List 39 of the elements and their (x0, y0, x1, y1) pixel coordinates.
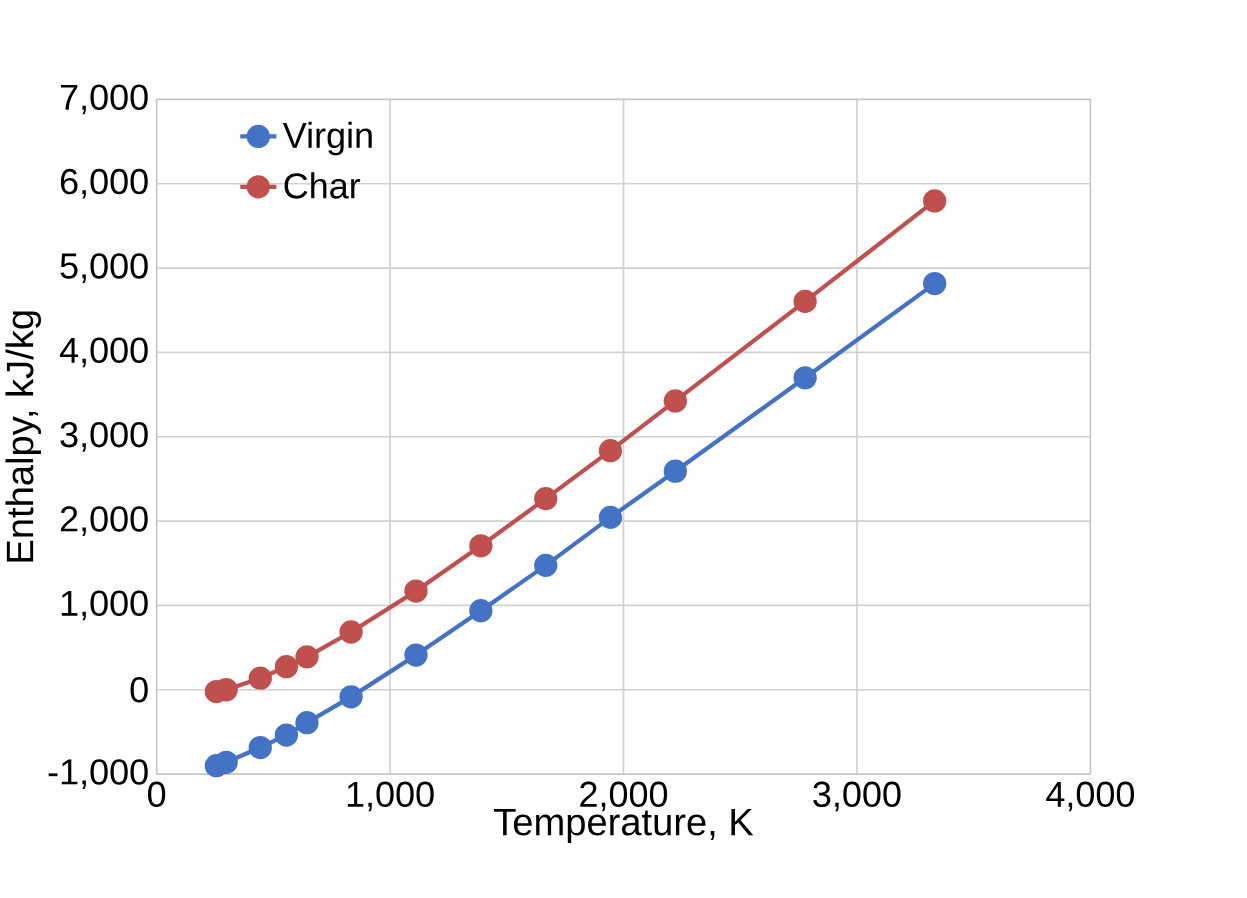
y-tick-label: 1,000 (61, 590, 148, 621)
point (793, 366, 817, 390)
point (339, 685, 363, 709)
point (534, 487, 558, 511)
y-tick-label: 6,000 (60, 169, 148, 199)
point (663, 459, 687, 484)
point (339, 620, 363, 644)
point (663, 389, 687, 413)
legend-label: Char (284, 172, 361, 199)
y-tick-label: 7,000 (60, 84, 148, 115)
point (274, 655, 299, 679)
y-tick-label: -1,000 (48, 759, 148, 790)
point (404, 643, 428, 667)
point (248, 666, 272, 691)
legend-label: Virgin (282, 122, 372, 156)
point (598, 505, 623, 530)
point (295, 711, 319, 735)
y-tick-label: 5,000 (60, 253, 148, 284)
point (248, 736, 272, 760)
y-tick-label: 0 (130, 677, 148, 703)
x-tick-label: 4,000 (1046, 781, 1135, 812)
y-tick-label: 4,000 (59, 337, 148, 368)
x-tick-label: 1,000 (347, 781, 434, 812)
point (214, 750, 238, 775)
point (534, 553, 558, 578)
y-tick-label: 2,000 (60, 506, 148, 537)
point (923, 272, 947, 296)
y-axis-title: Enthalpy, kJ/kg (5, 311, 42, 562)
x-tick-label: 3,000 (813, 781, 901, 812)
point (469, 534, 493, 558)
point (598, 439, 623, 463)
x-tick-label: 0 (148, 781, 166, 808)
point (793, 289, 817, 314)
point (295, 645, 319, 669)
y-tick-label: 3,000 (60, 422, 148, 452)
point (469, 599, 493, 623)
point (274, 723, 299, 747)
point (923, 189, 947, 213)
point (404, 579, 428, 603)
